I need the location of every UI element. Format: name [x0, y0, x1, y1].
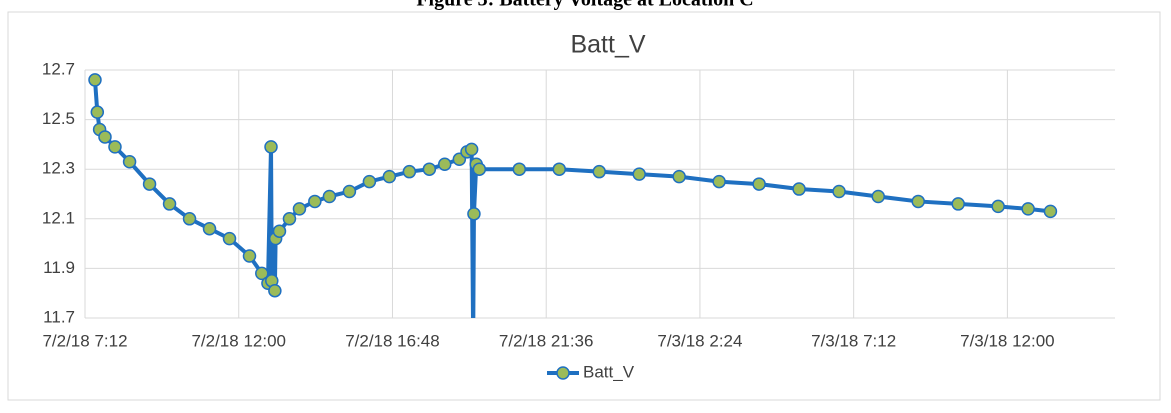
data-point [512, 162, 527, 176]
x-tick-label: 7/2/18 21:36 [499, 331, 594, 350]
data-point [342, 184, 357, 199]
data-point [991, 199, 1005, 214]
data-point [292, 202, 307, 216]
data-point [88, 73, 102, 87]
y-tick-label: 12.5 [42, 109, 75, 128]
x-tick-label: 7/3/18 2:24 [657, 331, 742, 350]
data-point [467, 207, 481, 221]
data-point [98, 130, 112, 144]
data-point [1043, 204, 1058, 219]
x-tick-label: 7/2/18 12:00 [191, 331, 286, 350]
data-point [122, 155, 137, 169]
data-point [182, 212, 197, 226]
data-point [272, 224, 287, 238]
x-tick-label: 7/3/18 12:00 [960, 331, 1055, 350]
data-point [322, 189, 337, 204]
data-point [672, 169, 686, 184]
data-point [592, 164, 606, 179]
data-point [464, 142, 479, 157]
data-point [437, 157, 452, 171]
data-point [712, 174, 726, 189]
data-point [255, 266, 269, 281]
data-point [871, 189, 886, 204]
data-point [222, 231, 237, 246]
data-point [382, 169, 397, 184]
legend-marker [556, 366, 570, 380]
legend-label: Batt_V [583, 362, 635, 381]
data-point [142, 177, 157, 191]
data-point [268, 283, 282, 298]
y-tick-label: 12.3 [42, 159, 75, 178]
data-point [467, 337, 479, 349]
y-tick-label: 12.7 [42, 59, 75, 78]
data-point [108, 140, 122, 154]
data-point [202, 221, 217, 236]
data-point [90, 105, 105, 119]
data-point [402, 164, 417, 179]
data-point [552, 162, 567, 176]
data-point [911, 194, 925, 209]
caption: Figure 3: Battery Voltage at Location C [416, 0, 753, 11]
data-point [792, 182, 806, 196]
data-point [264, 140, 278, 154]
x-tick-label: 7/2/18 16:48 [345, 331, 440, 350]
data-point [282, 212, 297, 226]
y-tick-label: 11.9 [43, 258, 75, 277]
x-tick-label: 7/2/18 7:12 [42, 331, 127, 350]
y-tick-label: 12.1 [42, 208, 75, 227]
data-point [422, 162, 437, 176]
chart-border [7, 11, 1161, 401]
data-point [242, 249, 257, 263]
chart-title: Batt_V [570, 31, 645, 59]
data-point [162, 197, 177, 211]
data-point [832, 184, 846, 199]
data-point [752, 177, 766, 191]
data-point [362, 174, 377, 189]
data-point [632, 167, 646, 181]
y-tick-label: 11.7 [43, 307, 75, 326]
data-point [308, 194, 322, 209]
data-point [472, 162, 487, 176]
data-point [951, 197, 965, 211]
data-point [1021, 202, 1035, 216]
x-tick-label: 7/3/18 7:12 [811, 331, 896, 350]
